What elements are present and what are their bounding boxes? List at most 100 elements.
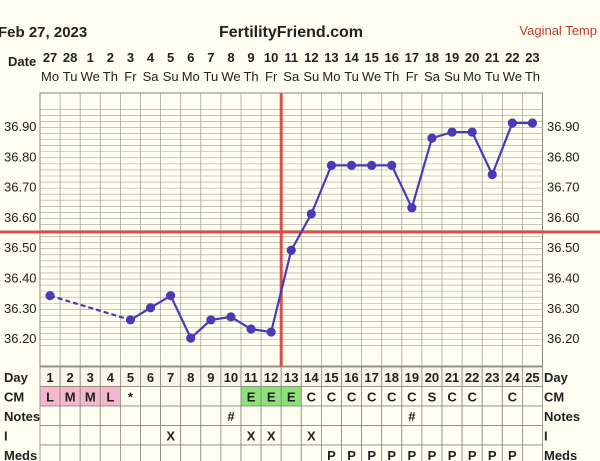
weekday-label: Su (303, 69, 319, 84)
weekday-label: We (81, 69, 100, 84)
temp-line (270, 249, 293, 333)
y-tick-left: 36.20 (4, 331, 37, 346)
temp-line (471, 131, 494, 175)
weekday-label: Tu (63, 69, 78, 84)
date-label: 22 (505, 50, 519, 65)
temp-line-dashed (49, 294, 131, 321)
temp-point (306, 209, 316, 219)
temp-point (527, 118, 538, 128)
table-cell (260, 405, 282, 426)
table-cell (99, 425, 121, 446)
temp-point (226, 312, 236, 322)
table-cell (320, 425, 342, 446)
cell-value-days: 25 (525, 370, 539, 385)
table-cell (140, 405, 162, 426)
date-label: 12 (304, 50, 318, 65)
table-cell (501, 405, 523, 426)
weekday-label: Tu (485, 69, 500, 84)
temp-point (367, 160, 377, 170)
cell-value-cm: S (428, 390, 437, 405)
weekday-label: We (221, 69, 240, 84)
temp-line (410, 137, 434, 209)
row-label-right: Day (544, 370, 569, 385)
weekday-label: Fr (265, 69, 278, 84)
table-cell (120, 425, 141, 446)
cell-value-days: 10 (224, 370, 238, 385)
weekday-label: Tu (344, 69, 359, 84)
cell-value-days: 19 (405, 370, 419, 385)
table-cell (39, 425, 61, 446)
row-label-right: CM (544, 390, 564, 405)
chart-date: Feb 27, 2023 (0, 24, 87, 41)
cell-value-i: X (267, 429, 276, 444)
weekday-label: We (503, 69, 522, 84)
weekday-label: Su (163, 69, 179, 84)
cell-value-days: 7 (167, 370, 174, 385)
cell-value-days: 8 (187, 370, 194, 385)
temp-point (467, 127, 477, 137)
cell-value-days: 21 (445, 370, 459, 385)
weekday-label: Sa (424, 69, 441, 84)
table-cell (240, 405, 262, 426)
table-cell (381, 405, 403, 426)
cell-value-cm: C (508, 390, 518, 405)
cell-value-cm: E (287, 390, 296, 405)
table-cell (180, 405, 202, 426)
date-label: 18 (425, 50, 439, 65)
cell-value-cm: E (247, 390, 256, 405)
table-cell (39, 405, 61, 426)
cell-value-days: 1 (46, 370, 53, 385)
cell-value-cm: C (447, 390, 457, 405)
y-tick-left: 36.60 (4, 210, 37, 225)
cell-value-meds: P (408, 448, 417, 461)
date-label: 28 (63, 50, 77, 65)
row-label-left: Meds (4, 448, 37, 461)
table-cell (522, 386, 543, 407)
temp-point (326, 160, 337, 170)
table-cell (441, 405, 463, 426)
temp-point (166, 291, 176, 301)
date-row: 27 Mo 28 Tu 1 We 2 Th 3 Fr 4 Sa 5 Su 6 Mo 7 Tu 8 We 9 Th 10 Fr 1… (41, 50, 540, 84)
cell-value-days: 5 (127, 370, 134, 385)
weekday-label: Fr (406, 69, 419, 84)
cell-value-meds: P (448, 448, 457, 461)
y-tick-right: 36.30 (547, 301, 580, 316)
y-tick-left: 36.70 (4, 180, 37, 195)
temp-line (310, 164, 333, 215)
date-label: 20 (465, 50, 479, 65)
weekday-label: Fr (124, 69, 137, 84)
temp-line (390, 164, 413, 209)
cell-value-cm: C (467, 390, 477, 405)
table-cell (79, 425, 101, 446)
cell-value-i: X (166, 429, 175, 444)
date-label: 5 (167, 50, 174, 65)
cell-value-days: 15 (324, 370, 338, 385)
temp-point (186, 333, 196, 343)
temp-point (125, 315, 136, 325)
y-tick-right: 36.90 (547, 119, 580, 134)
table-cell (200, 444, 222, 461)
table-cell (441, 425, 463, 446)
table-cell (522, 444, 543, 461)
cell-value-cm: * (128, 390, 134, 405)
cell-value-days: 22 (465, 370, 479, 385)
table-cell (461, 405, 483, 426)
table-cell (260, 444, 282, 461)
cell-value-cm: L (46, 390, 54, 405)
temp-point (286, 245, 296, 255)
table-cell (180, 386, 202, 407)
y-tick-left: 36.80 (4, 149, 37, 164)
table-cell (320, 405, 342, 426)
weekday-label: Th (103, 69, 118, 84)
table-cell (180, 425, 202, 446)
cell-value-meds: P (508, 448, 517, 461)
table-cell (300, 444, 322, 461)
table-cell (240, 444, 262, 461)
weekday-label: Sa (143, 69, 160, 84)
table-cell (461, 425, 483, 446)
y-axis-ticks: 36.90 36.90 36.80 36.80 36.70 36.70 36.60 36.60… (4, 119, 580, 346)
cell-value-days: 4 (107, 370, 115, 385)
date-label: 21 (485, 50, 499, 65)
weekday-label: Th (243, 69, 258, 84)
cell-value-days: 14 (304, 370, 319, 385)
